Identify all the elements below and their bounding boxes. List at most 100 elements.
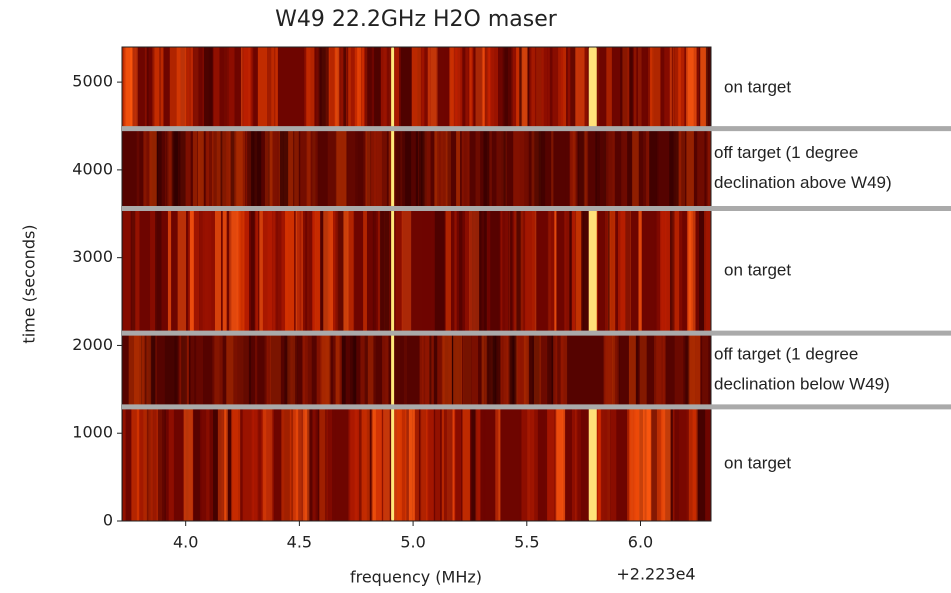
heatmap-texture	[689, 333, 696, 407]
plot-frame	[121, 46, 712, 522]
heatmap-texture	[192, 47, 202, 129]
heatmap-texture	[608, 128, 615, 209]
heatmap-texture	[243, 47, 252, 129]
heatmap-texture	[312, 128, 316, 209]
heatmap-texture	[422, 128, 431, 209]
y-tick-label: 1000	[72, 423, 113, 442]
heatmap-texture	[606, 128, 610, 209]
heatmap-texture	[651, 406, 660, 521]
heatmap-texture	[519, 406, 524, 521]
heatmap-texture	[293, 406, 304, 521]
heatmap-texture	[538, 333, 549, 407]
heatmap-texture	[702, 333, 709, 407]
heatmap-texture	[222, 208, 227, 334]
heatmap-texture	[674, 333, 684, 407]
heatmap-texture	[434, 208, 445, 334]
heatmap-texture	[382, 333, 386, 407]
heatmap-texture	[488, 208, 498, 334]
heatmap-texture	[373, 208, 382, 334]
heatmap-texture	[566, 128, 570, 209]
heatmap-texture	[343, 208, 349, 334]
heatmap-texture	[347, 128, 358, 209]
heatmap-texture	[639, 333, 647, 407]
heatmap-texture	[447, 128, 453, 209]
heatmap-texture	[546, 333, 552, 407]
segment-label: on target	[724, 453, 791, 472]
heatmap-texture	[349, 406, 356, 521]
heatmap-texture	[429, 47, 440, 129]
heatmap-texture	[168, 406, 174, 521]
heatmap-texture	[680, 47, 686, 129]
heatmap-texture	[374, 47, 381, 129]
segment-label: on target	[724, 260, 791, 279]
heatmap-texture	[622, 47, 630, 129]
heatmap-texture	[203, 47, 213, 129]
heatmap-texture	[139, 128, 143, 209]
heatmap-texture	[583, 128, 588, 209]
spectral-line	[391, 406, 395, 521]
heatmap-texture	[671, 208, 680, 334]
heatmap-texture	[697, 128, 705, 209]
heatmap-texture	[228, 47, 234, 129]
heatmap-texture	[350, 333, 357, 407]
heatmap-texture	[552, 47, 563, 129]
spectral-line	[588, 208, 597, 334]
heatmap-texture	[628, 333, 636, 407]
heatmap-texture	[160, 47, 164, 129]
heatmap-texture	[521, 406, 532, 521]
heatmap-texture	[372, 208, 376, 334]
heatmap-texture	[444, 406, 453, 521]
heatmap-texture	[408, 406, 415, 521]
heatmap-texture	[469, 208, 480, 334]
heatmap-texture	[576, 406, 585, 521]
heatmap-texture	[340, 47, 344, 129]
heatmap-texture	[205, 128, 210, 209]
heatmap-texture	[682, 333, 690, 407]
heatmap-texture	[189, 208, 194, 334]
heatmap-texture	[566, 333, 569, 407]
heatmap-texture	[353, 333, 356, 407]
heatmap-texture	[508, 208, 513, 334]
heatmap-texture	[379, 208, 390, 334]
heatmap-texture	[553, 208, 557, 334]
heatmap-texture	[547, 406, 555, 521]
heatmap-texture	[307, 406, 313, 521]
heatmap-texture	[242, 128, 249, 209]
heatmap-texture	[634, 406, 645, 521]
heatmap-texture	[394, 47, 399, 129]
heatmap-texture	[688, 406, 698, 521]
heatmap-texture	[437, 128, 446, 209]
heatmap-texture	[401, 128, 412, 209]
heatmap-texture	[705, 47, 711, 129]
heatmap-texture	[260, 406, 271, 521]
heatmap-texture	[557, 333, 561, 407]
x-tick-label: 4.5	[287, 533, 312, 552]
heatmap-texture	[686, 128, 694, 209]
heatmap-texture	[310, 128, 314, 209]
heatmap-texture	[529, 47, 537, 129]
heatmap-texture	[459, 208, 463, 334]
heatmap-texture	[660, 208, 670, 334]
heatmap-texture	[329, 208, 339, 334]
heatmap-texture	[523, 333, 529, 407]
heatmap-texture	[538, 128, 546, 209]
segment-label: declination above W49)	[714, 173, 892, 192]
heatmap-texture	[524, 208, 535, 334]
heatmap-texture	[206, 128, 217, 209]
heatmap-texture	[513, 128, 525, 209]
heatmap-texture	[371, 128, 376, 209]
heatmap-texture	[223, 333, 227, 407]
heatmap-texture	[324, 406, 331, 521]
heatmap-texture	[262, 208, 273, 334]
heatmap-texture	[419, 333, 424, 407]
heatmap-texture	[646, 208, 657, 334]
heatmap-texture	[315, 128, 318, 209]
heatmap-texture	[326, 406, 333, 521]
heatmap-texture	[376, 128, 387, 209]
heatmap-texture	[575, 47, 585, 129]
heatmap-texture	[131, 208, 136, 334]
heatmap-texture	[700, 47, 708, 129]
heatmap-texture	[149, 128, 157, 209]
heatmap-texture	[471, 333, 479, 407]
heatmap-texture	[187, 47, 195, 129]
